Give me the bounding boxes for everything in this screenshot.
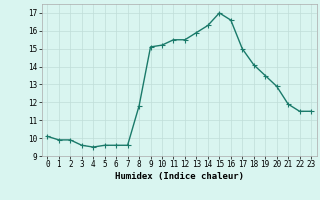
X-axis label: Humidex (Indice chaleur): Humidex (Indice chaleur) bbox=[115, 172, 244, 181]
